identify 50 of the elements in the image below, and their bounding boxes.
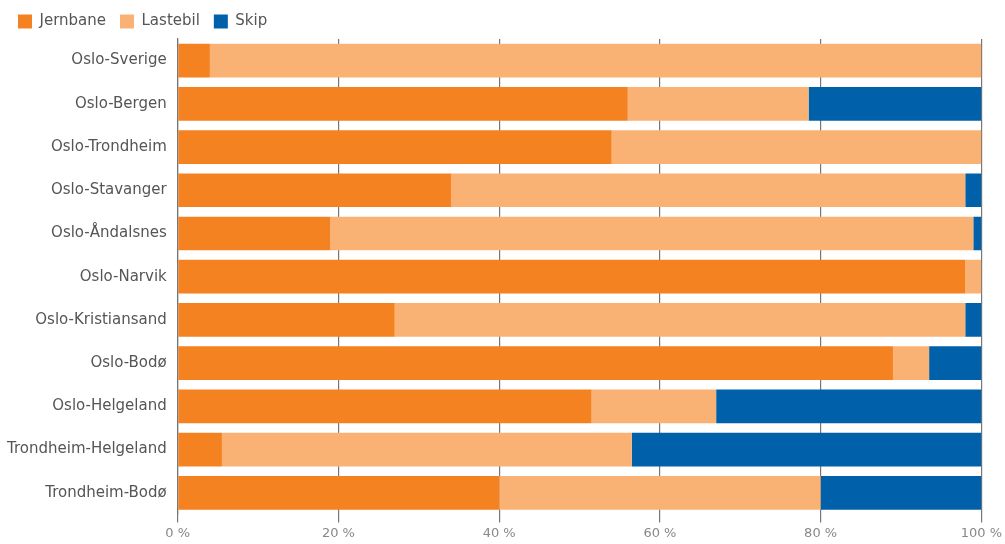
x-tick-label: 80 % <box>804 524 838 540</box>
x-tick-label: 100 % <box>960 524 1003 540</box>
y-tick-label: Trondheim-Bodø <box>44 482 167 501</box>
bar <box>221 432 632 467</box>
bar <box>965 259 982 294</box>
bar <box>627 86 809 121</box>
x-tick-label: 0 % <box>165 524 191 540</box>
bar <box>820 475 982 510</box>
x-tick-label: 60 % <box>643 524 677 540</box>
bar <box>178 346 893 380</box>
bar <box>178 303 395 337</box>
bar <box>178 43 210 78</box>
y-tick-label: Trondheim-Helgeland <box>5 439 167 458</box>
bar <box>965 303 982 337</box>
x-tick-label: 40 % <box>482 524 516 540</box>
bar <box>965 173 982 208</box>
bar <box>178 432 222 467</box>
y-tick-label: Oslo-Åndalsnes <box>51 222 167 242</box>
bar <box>591 389 717 424</box>
bar <box>178 475 500 510</box>
y-tick-label: Oslo-Sverige <box>71 50 167 69</box>
bar <box>178 173 451 208</box>
legend-label: Jernbane <box>38 11 107 30</box>
bar <box>178 86 628 121</box>
bar <box>973 216 982 251</box>
y-tick-label: Oslo-Helgeland <box>52 396 167 415</box>
x-tick-label: 20 % <box>321 524 355 540</box>
bar <box>178 259 966 294</box>
y-tick-label: Oslo-Kristiansand <box>35 309 167 328</box>
bar <box>178 130 612 164</box>
y-tick-label: Oslo-Narvik <box>79 266 168 285</box>
bar <box>394 303 966 337</box>
y-tick-label: Oslo-Trondheim <box>50 136 167 155</box>
bar <box>178 216 331 251</box>
bar <box>716 389 982 424</box>
bar <box>499 475 821 510</box>
bar <box>178 389 592 424</box>
bar <box>330 216 974 251</box>
bar <box>929 346 982 380</box>
bar <box>450 173 966 208</box>
bar <box>209 43 982 78</box>
bar <box>808 86 982 121</box>
y-tick-label: Oslo-Bergen <box>74 93 167 112</box>
bar <box>631 432 982 467</box>
bar <box>892 346 930 380</box>
y-tick-label: Oslo-Stavanger <box>50 180 168 199</box>
y-tick-label: Oslo-Bodø <box>90 353 167 372</box>
legend-label: Skip <box>235 11 268 30</box>
legend-label: Lastebil <box>141 11 200 30</box>
bar <box>611 130 982 164</box>
